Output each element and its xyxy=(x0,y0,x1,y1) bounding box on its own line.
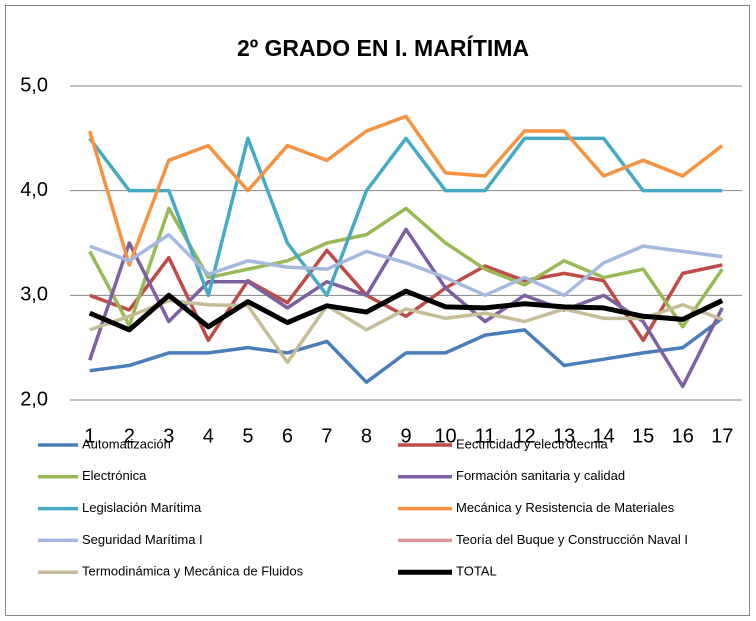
x-tick-label: 2 xyxy=(124,425,135,447)
series-line xyxy=(89,316,724,384)
x-tick-label: 6 xyxy=(282,425,293,447)
x-tick-label: 8 xyxy=(361,425,372,447)
y-tick-label: 5,0 xyxy=(20,74,48,96)
legend-label: Legislación Marítima xyxy=(82,500,202,515)
legend-label: Seguridad Marítima I xyxy=(82,532,203,547)
legend-label: Eectricidad y electrotecnia xyxy=(456,436,609,451)
y-tick-label: 4,0 xyxy=(20,179,48,201)
x-tick-label: 12 xyxy=(513,425,535,447)
series-line xyxy=(89,232,723,298)
legend-label: TOTAL xyxy=(456,564,497,579)
legend-label: Formación sanitaria y calidad xyxy=(456,468,625,483)
series-line xyxy=(89,248,723,343)
legend-label: Electrónica xyxy=(82,468,147,483)
series-line xyxy=(88,288,724,333)
x-tick-label: 1 xyxy=(84,425,95,447)
x-tick-label: 14 xyxy=(593,425,615,447)
x-tick-label: 11 xyxy=(475,425,496,447)
legend-label: Mecánica y Resistencia de Materiales xyxy=(456,500,675,515)
x-tick-label: 16 xyxy=(672,425,694,447)
series-line xyxy=(89,298,723,365)
chart-title: 2º GRADO EN I. MARÍTIMA xyxy=(237,34,529,61)
x-tick-label: 5 xyxy=(242,425,253,447)
x-tick-label: 4 xyxy=(203,425,214,447)
x-tick-label: 15 xyxy=(632,425,654,447)
series-line xyxy=(88,227,724,389)
x-tick-label: 7 xyxy=(321,425,332,447)
series-line xyxy=(88,114,724,267)
x-tick-label: 13 xyxy=(553,425,575,447)
series-line xyxy=(88,206,724,329)
y-tick-label: 2,0 xyxy=(20,388,48,410)
legend-label: Termodinámica y Mecánica de Fluidos xyxy=(82,564,304,579)
x-tick-label: 3 xyxy=(163,425,174,447)
chart-frame xyxy=(5,5,750,616)
x-tick-label: 10 xyxy=(434,425,456,447)
x-tick-label: 9 xyxy=(400,425,411,447)
x-tick-label: 17 xyxy=(711,425,733,447)
y-tick-label: 3,0 xyxy=(20,284,48,306)
legend-label: Automatización xyxy=(82,436,171,451)
legend-label: Teoría del Buque y Construcción Naval I xyxy=(456,532,688,547)
